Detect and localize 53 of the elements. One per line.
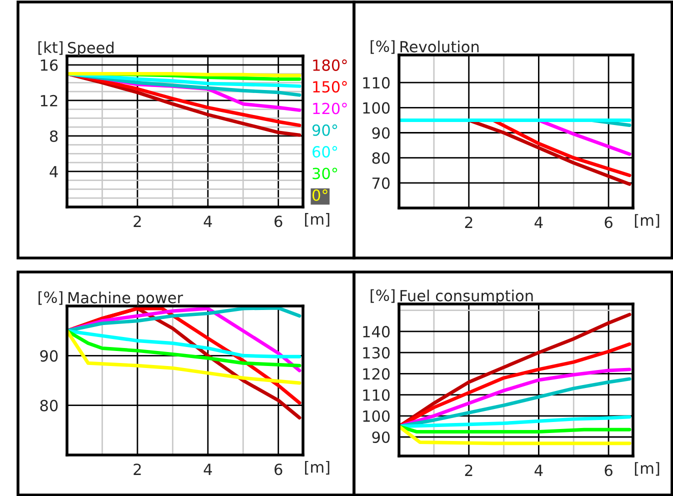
line-series [399,415,632,428]
x-tick-label: 6 [274,216,282,228]
x-tick-label: 6 [604,216,612,228]
line-series [67,329,302,368]
text: 0° [312,189,328,201]
text: 60° [312,146,338,158]
x-tick-label: 2 [134,464,141,475]
y-axis-title: [kt] [38,41,63,55]
y-tick-label: 100 [363,410,390,422]
x-axis-title: [m] [634,462,660,476]
x-tick-label: 4 [534,464,543,476]
chart-title: Machine power [68,292,184,306]
chart-title: Revolution [400,40,479,52]
chart-title: Fuel consumption [400,290,533,304]
x-tick-label: 6 [604,464,612,476]
text: 150° [313,81,347,93]
y-axis-title: [%] [38,291,62,305]
x-tick-label: 6 [274,464,282,476]
y-tick-label: 130 [363,347,390,359]
y-tick-label: 16 [40,59,58,71]
y-tick-label: 140 [363,326,390,338]
text: 30° [312,168,338,180]
y-tick-label: 70 [372,177,390,189]
x-axis-title: [m] [634,214,660,228]
series-label: 120° [313,102,347,114]
y-tick-label: 80 [40,400,58,412]
x-tick-label: 4 [204,464,212,475]
x-tick-label: 2 [465,216,472,228]
y-tick-label: 8 [50,130,58,142]
x-tick-label: 4 [204,216,212,227]
line-series [67,329,302,358]
text: 90° [312,124,338,136]
text: 180° [313,59,347,71]
y-tick-label: 80 [372,152,390,164]
x-tick-label: 2 [465,464,472,476]
line-series [67,306,302,333]
y-axis-title: [%] [370,40,395,54]
line-series [67,329,302,385]
y-tick-label: 110 [363,77,390,89]
y-tick-label: 120 [363,368,390,380]
y-tick-label: 12 [40,94,58,106]
x-axis-title: [m] [305,213,330,227]
chart-title: Speed [68,42,114,56]
x-tick-label: 4 [534,216,543,228]
x-axis-title: [m] [305,460,330,475]
y-tick-label: 110 [363,389,390,401]
x-tick-label: 2 [134,216,141,227]
y-tick-label: 90 [372,127,390,139]
y-axis-title: [%] [370,289,395,303]
y-tick-label: 100 [363,102,390,114]
y-tick-label: 90 [40,350,58,362]
y-tick-label: 90 [372,431,390,444]
y-tick-label: 4 [50,166,58,178]
